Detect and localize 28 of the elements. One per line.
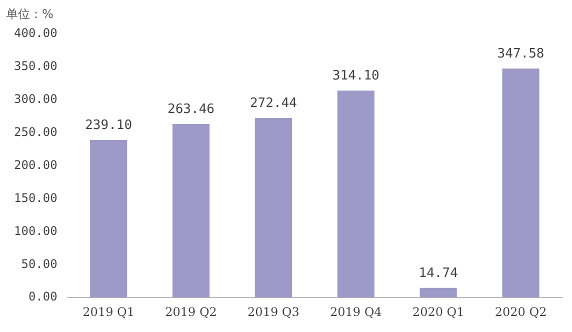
data-label: 14.74 <box>418 266 458 281</box>
x-tick-label: 2019 Q4 <box>330 304 382 319</box>
bar <box>420 288 457 298</box>
y-tick-label: 100.00 <box>14 224 58 238</box>
data-label: 263.46 <box>168 102 214 117</box>
bar <box>502 68 540 298</box>
x-tick-label: 2020 Q1 <box>412 304 464 319</box>
bar <box>172 124 210 298</box>
y-tick-label: 150.00 <box>14 190 58 205</box>
x-tick-label: 2020 Q2 <box>494 304 547 319</box>
bar <box>90 140 128 298</box>
y-tick-label: 300.00 <box>14 92 58 106</box>
y-tick-label: 250.00 <box>14 124 58 139</box>
y-axis-title: 单位：% <box>6 6 54 23</box>
x-tick-label: 2019 Q3 <box>248 304 300 319</box>
data-label: 239.10 <box>85 118 132 133</box>
y-tick-label: 350.00 <box>14 59 58 74</box>
y-tick-label: 200.00 <box>14 158 58 172</box>
bar <box>337 90 374 298</box>
y-tick-label: 50.00 <box>21 256 58 271</box>
x-tick-label: 2019 Q1 <box>82 304 134 319</box>
bar <box>254 118 292 298</box>
y-tick-label: 400.00 <box>14 26 58 40</box>
x-tick-label: 2019 Q2 <box>165 304 217 319</box>
data-label: 314.10 <box>332 68 380 84</box>
y-tick-label: 0.00 <box>28 290 58 304</box>
data-label: 272.44 <box>250 96 298 111</box>
data-label: 347.58 <box>497 46 544 62</box>
